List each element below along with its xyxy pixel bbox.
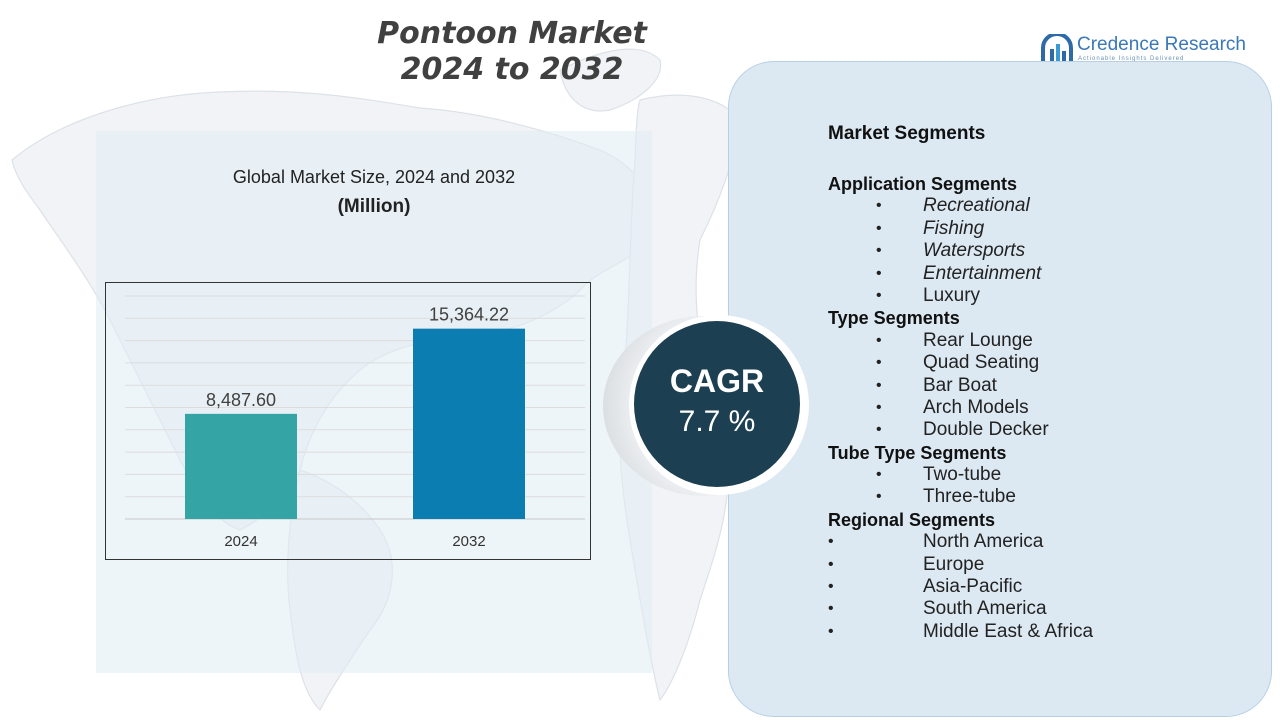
segment-item-label: Watersports (923, 240, 1026, 262)
segments-title: Market Segments (828, 123, 986, 144)
segment-list-item: • South America (828, 598, 1248, 620)
bullet-icon: • (876, 242, 882, 260)
page-title: Pontoon Market 2024 to 2032 (312, 16, 712, 88)
segment-item-label: Bar Boat (923, 374, 997, 396)
segment-group-heading: Type Segments (828, 308, 960, 329)
segment-item-label: South America (923, 598, 1047, 620)
bullet-icon: • (828, 533, 834, 551)
segment-item-label: Entertainment (923, 262, 1042, 284)
bullet-icon: • (876, 421, 882, 439)
segment-list-item: • Arch Models (828, 397, 1248, 419)
segment-item-label: Three-tube (923, 486, 1016, 508)
bar-2032 (413, 328, 525, 519)
segment-list-item: • Europe (828, 554, 1248, 576)
bullet-icon: • (828, 578, 834, 596)
segment-list-item: • Quad Seating (828, 352, 1248, 374)
brand-logo: Credence Research Actionable Insights De… (1040, 32, 1260, 66)
segment-list-item: • Entertainment (828, 263, 1248, 285)
segment-list-item: • Double Decker (828, 419, 1248, 441)
cagr-badge: CAGR 7.7 % (634, 321, 800, 487)
segment-item-label: Fishing (923, 217, 985, 239)
segment-list-item: • Watersports (828, 240, 1248, 262)
bullet-icon: • (828, 555, 834, 573)
bullet-icon: • (876, 264, 882, 282)
segment-item-label: Middle East & Africa (923, 620, 1094, 642)
segment-item-label: Asia-Pacific (923, 576, 1023, 598)
segment-item-label: Recreational (923, 195, 1030, 217)
bullet-icon: • (876, 376, 882, 394)
segment-list-item: • North America (828, 531, 1248, 553)
segment-list-item: • Asia-Pacific (828, 576, 1248, 598)
chart-unit-label: (Million) (337, 196, 411, 217)
chart-panel (96, 131, 652, 673)
segment-item-label: Europe (923, 553, 985, 575)
segment-list-item: • Bar Boat (828, 375, 1248, 397)
title-line-1: Pontoon Market (377, 16, 647, 51)
segment-item-label: Arch Models (923, 396, 1029, 418)
x-tick-label: 2032 (452, 533, 485, 550)
segment-group-heading: Tube Type Segments (828, 442, 1007, 463)
brand-tagline: Actionable Insights Delivered (1078, 56, 1185, 62)
segment-list-item: • Two-tube (828, 464, 1248, 486)
bullet-icon: • (876, 197, 882, 215)
segment-item-label: Double Decker (923, 419, 1049, 441)
bullet-icon: • (828, 622, 834, 640)
segment-item-label: North America (923, 531, 1044, 553)
segment-list-item: • Three-tube (828, 486, 1248, 508)
cagr-label: CAGR (669, 363, 765, 399)
title-line-2: 2024 to 2032 (400, 52, 624, 87)
segment-item-label: Quad Seating (923, 352, 1040, 374)
bar-chart: 8,487.60 2024 15,364.22 2032 (125, 295, 585, 550)
bullet-icon: • (876, 286, 882, 304)
bullet-icon: • (876, 219, 882, 237)
bar-2024 (185, 413, 297, 519)
segment-group-heading: Regional Segments (828, 509, 996, 530)
segment-list-item: • Fishing (828, 218, 1248, 240)
bullet-icon: • (876, 354, 882, 372)
segments-list: Application Segments • Recreational • Fishin… (828, 173, 1248, 643)
x-tick-label: 2024 (224, 533, 257, 550)
segment-group-heading: Application Segments (828, 174, 1018, 194)
bar-value-label: 8,487.60 (206, 390, 276, 410)
segments-panel (728, 61, 1272, 717)
segment-item-label: Two-tube (923, 464, 1002, 486)
brand-name: Credence Research (1077, 34, 1246, 55)
segment-item-label: Rear Lounge (923, 329, 1033, 351)
bullet-icon: • (876, 488, 882, 506)
bullet-icon: • (876, 398, 882, 416)
chart-subtitle: Global Market Size, 2024 and 2032 (232, 167, 516, 187)
chart-frame (105, 282, 591, 560)
cagr-value: 7.7 % (678, 405, 756, 438)
segment-list-item: • Rear Lounge (828, 330, 1248, 352)
bullet-icon: • (828, 600, 834, 618)
credence-logo-icon (1041, 34, 1073, 62)
segment-list-item: • Middle East & Africa (828, 621, 1248, 643)
bullet-icon: • (876, 331, 882, 349)
segment-list-item: • Luxury (828, 285, 1248, 307)
segment-item-label: Luxury (923, 284, 981, 306)
segment-list-item: • Recreational (828, 195, 1248, 217)
bar-value-label: 15,364.22 (429, 305, 509, 325)
bullet-icon: • (876, 466, 882, 484)
